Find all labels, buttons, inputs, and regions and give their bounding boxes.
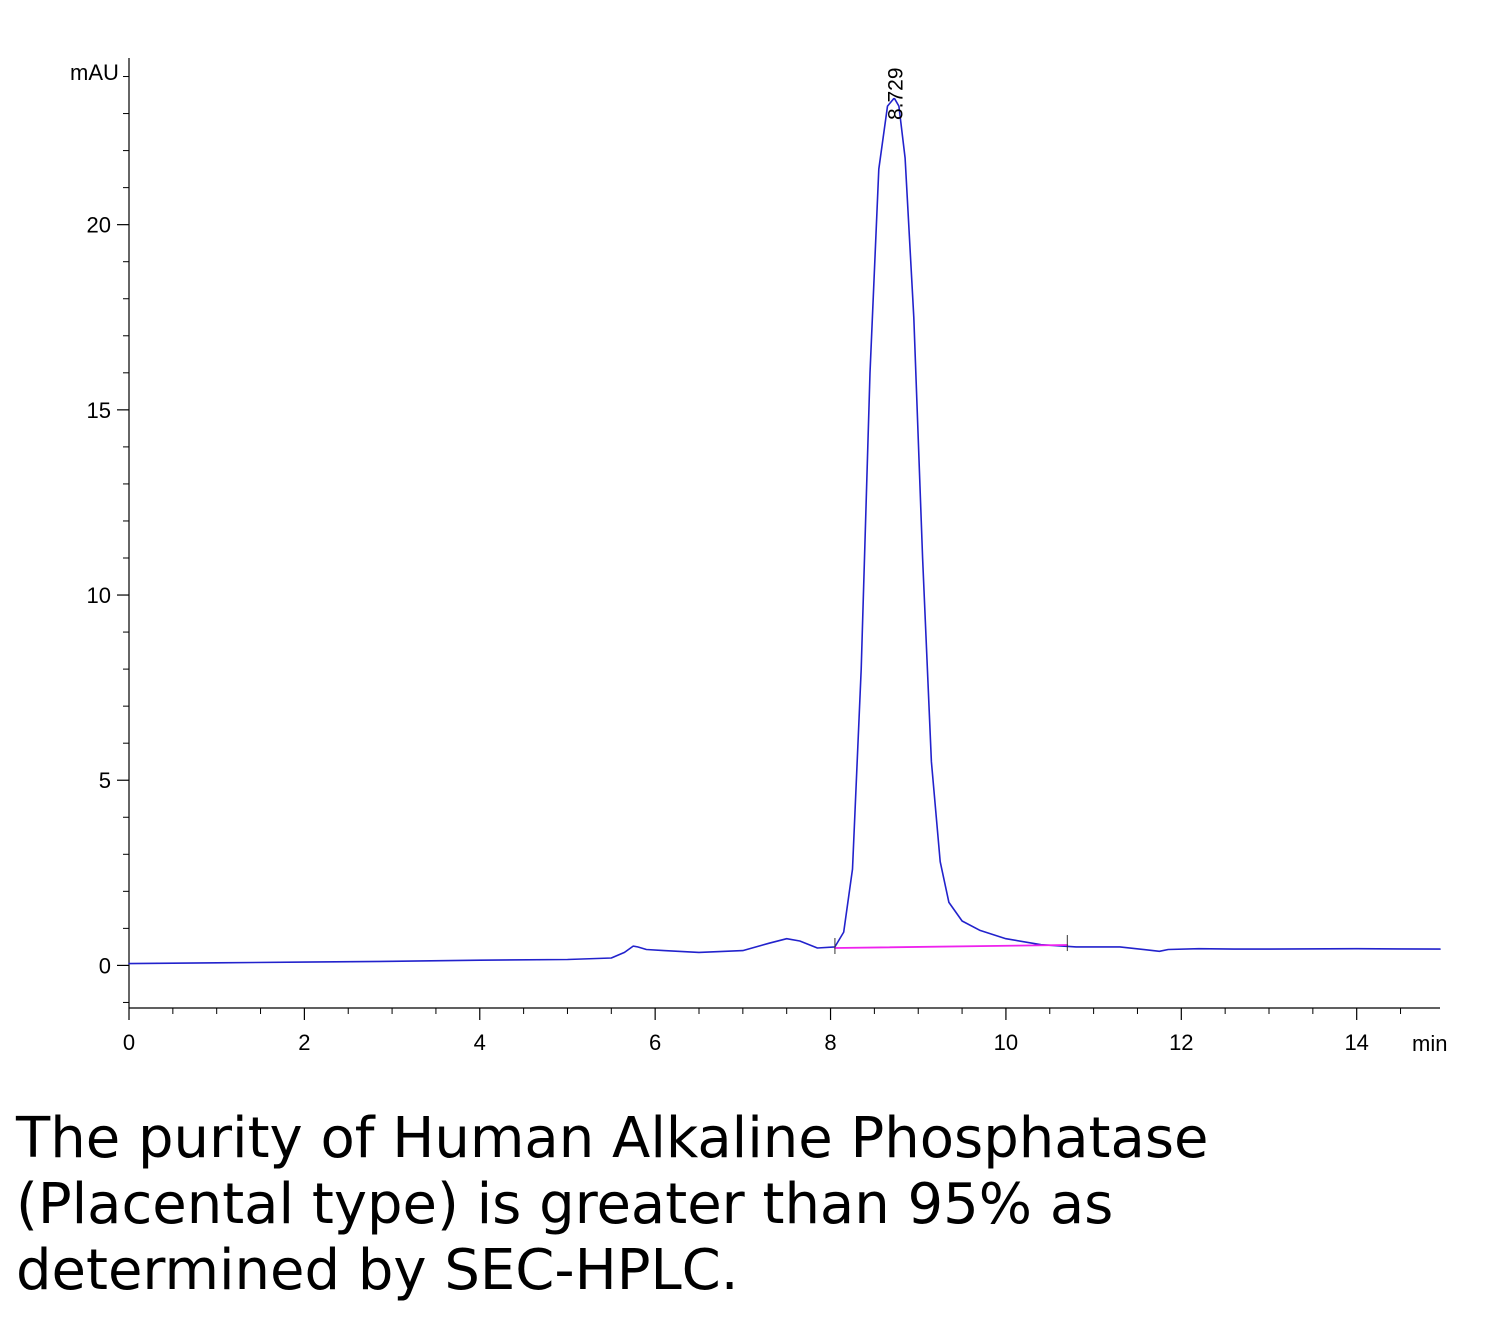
y-tick-label: 0	[99, 953, 111, 978]
y-tick-label: 15	[87, 398, 111, 423]
x-tick-label: 14	[1344, 1030, 1368, 1055]
x-tick-label: 10	[994, 1030, 1018, 1055]
chart-series	[128, 97, 1441, 965]
chart-labels: 0 2 4 6 8 10 12 14 0 5 10 15 20 mAU min 8.729	[70, 60, 1447, 1056]
x-tick-label: 12	[1169, 1030, 1193, 1055]
x-tick-label: 0	[123, 1030, 135, 1055]
series-line-baseline	[834, 944, 1069, 949]
peak-retention-label: 8.729	[884, 67, 907, 120]
chart-axes	[128, 58, 1440, 1009]
figure-caption: The purity of Human Alkaline Phosphatase…	[16, 1106, 1209, 1303]
y-axis-unit-label: mAU	[70, 60, 119, 85]
y-tick-label: 10	[87, 583, 111, 608]
chromatogram-chart: 0 2 4 6 8 10 12 14 0 5 10 15 20 mAU min 8.729	[70, 58, 1447, 1056]
y-tick-label: 20	[87, 213, 111, 238]
series-line-signal	[128, 97, 1441, 965]
x-tick-label: 6	[649, 1030, 661, 1055]
x-tick-label: 4	[474, 1030, 486, 1055]
x-tick-label: 8	[824, 1030, 836, 1055]
x-axis-unit-label: min	[1412, 1031, 1447, 1056]
y-tick-label: 5	[99, 768, 111, 793]
x-tick-label: 2	[298, 1030, 310, 1055]
chart-ticks	[117, 76, 1402, 1020]
